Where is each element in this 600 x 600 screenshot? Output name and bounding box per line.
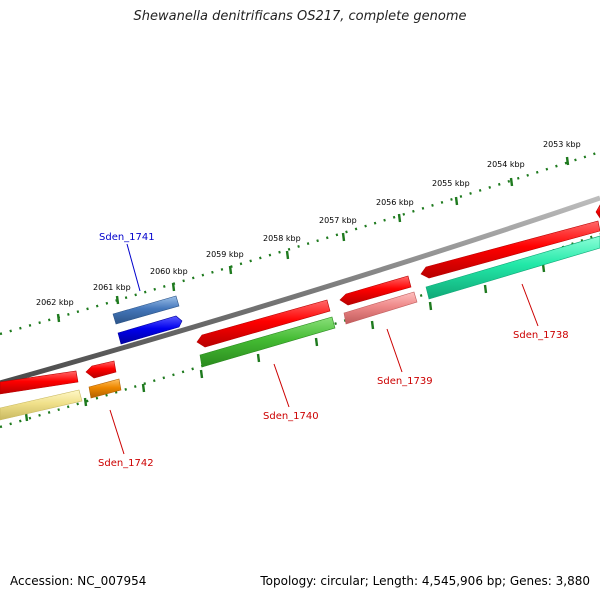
gene-function-sden-1742[interactable] — [88, 378, 122, 399]
genome-backbone — [0, 195, 600, 386]
callout-line-sden-1742 — [109, 409, 125, 455]
callout-line-sden-1738 — [521, 283, 539, 327]
gene-label-sden-1739[interactable]: Sden_1739 — [377, 376, 433, 387]
ruler-label: 2057 kbp — [319, 216, 357, 225]
gene-labels: Sden_1741 Sden_1738 Sden_1739 Sden_1740 … — [98, 232, 569, 469]
gene-callout-lines — [109, 243, 539, 455]
ruler-label: 2056 kbp — [376, 198, 414, 207]
function-bars — [0, 235, 600, 421]
gene-label-sden-1740[interactable]: Sden_1740 — [263, 411, 319, 422]
gene-arrow-sden-1739[interactable] — [339, 275, 412, 306]
gene-arrow-sden-1738[interactable] — [420, 220, 600, 279]
gene-label-sden-1742[interactable]: Sden_1742 — [98, 458, 154, 469]
map-title: Shewanella denitrificans OS217, complete… — [133, 9, 467, 24]
inner-ruler-major-ticks — [24, 263, 546, 422]
ruler-label: 2058 kbp — [263, 234, 301, 243]
ruler-label: 2054 kbp — [487, 160, 525, 169]
ruler-label: 2053 kbp — [543, 140, 581, 149]
ruler-label: 2060 kbp — [150, 267, 188, 276]
gene-function-sden-1738[interactable] — [425, 235, 600, 300]
gene-arrow-sden-1742[interactable] — [85, 360, 117, 379]
gene-label-sden-1741[interactable]: Sden_1741 — [99, 232, 155, 243]
ruler-label: 2062 kbp — [36, 298, 74, 307]
ruler-label: 2061 kbp — [93, 283, 131, 292]
outer-ruler-major-ticks — [56, 156, 570, 323]
gene-arrow-left-partial[interactable] — [0, 370, 79, 395]
gene-function-left-partial[interactable] — [0, 389, 83, 421]
reverse-strand — [0, 204, 600, 395]
callout-line-sden-1741 — [126, 243, 141, 292]
ruler-label: 2059 kbp — [206, 250, 244, 259]
gene-arrow-sden-1741-blue[interactable] — [117, 315, 183, 345]
callout-line-sden-1739 — [386, 328, 403, 373]
gene-feature-sden-1741-forward[interactable] — [112, 295, 180, 325]
gene-arrow-right-partial[interactable] — [595, 204, 600, 219]
gene-function-sden-1740[interactable] — [199, 316, 336, 368]
callout-line-sden-1740 — [273, 363, 290, 408]
ruler-labels: 2053 kbp 2054 kbp 2055 kbp 2056 kbp 2057… — [36, 140, 581, 307]
accession-text: Accession: NC_007954 — [10, 574, 147, 588]
gene-arrow-sden-1740[interactable] — [196, 299, 331, 348]
genome-summary-text: Topology: circular; Length: 4,545,906 bp… — [260, 574, 590, 588]
ruler-label: 2055 kbp — [432, 179, 470, 188]
forward-strand — [112, 295, 180, 325]
gene-function-sden-1739[interactable] — [343, 291, 418, 325]
gene-label-sden-1738[interactable]: Sden_1738 — [513, 330, 569, 341]
